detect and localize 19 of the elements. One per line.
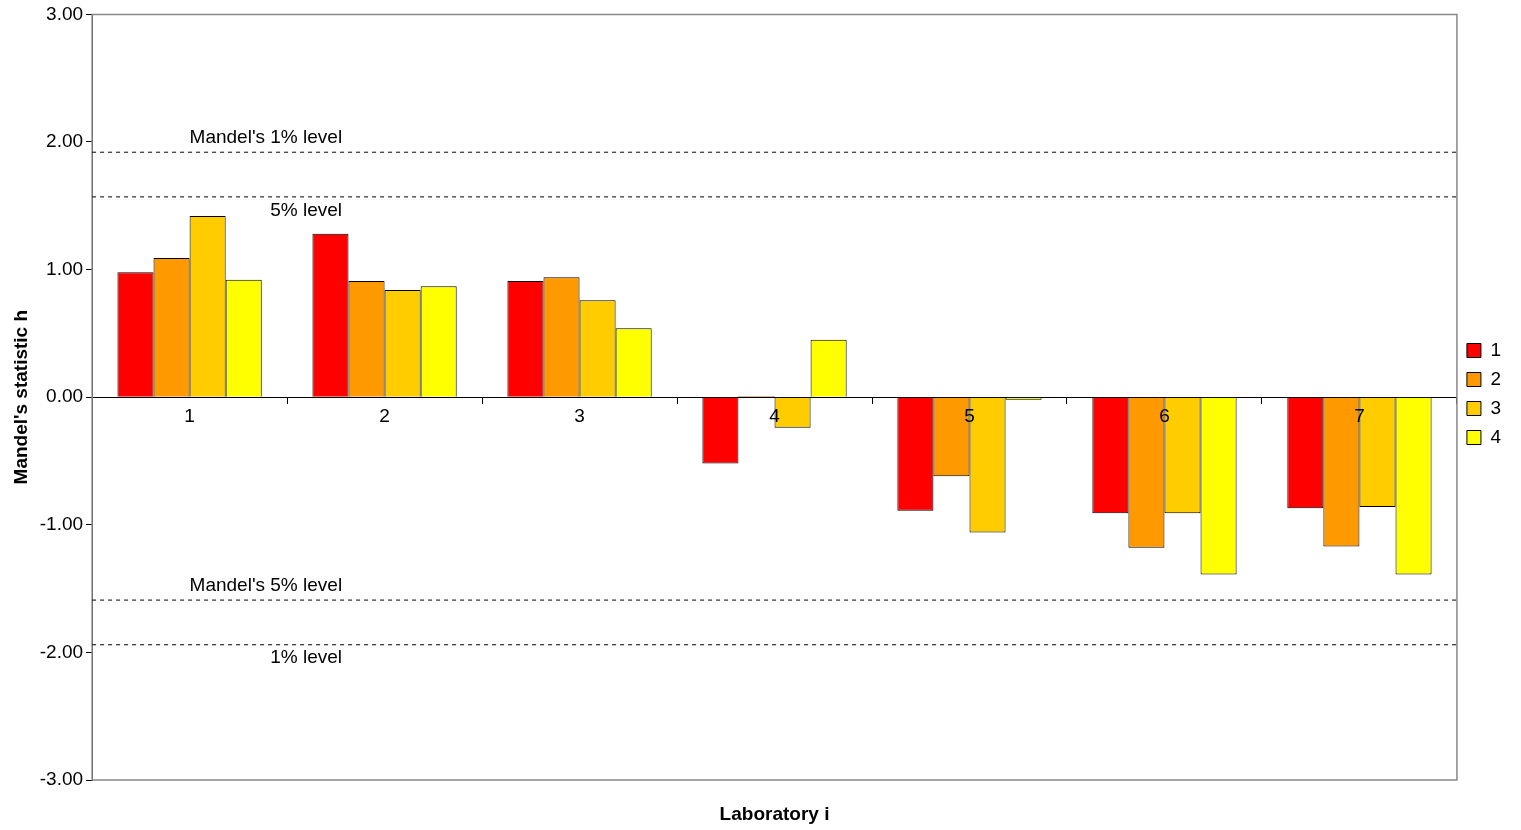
x-tick-label: 1 [184,404,195,426]
y-tick-label: -2.00 [39,640,84,662]
y-tick-label: -1.00 [39,513,84,535]
ref-line-label: Mandel's 5% level [189,573,343,595]
y-tick-label: 1.00 [46,257,84,279]
y-tick-label: 3.00 [46,2,84,24]
ref-line-label: 5% level [270,198,343,220]
y-tick-label: 0.00 [46,385,84,407]
y-tick-label: 2.00 [46,130,84,152]
x-axis-title: Laboratory i [719,802,830,824]
legend-label: 2 [1490,367,1502,389]
legend-label: 1 [1490,338,1502,360]
ref-line-label: 1% level [270,646,343,668]
x-tick-label: 3 [574,404,585,426]
y-axis-title: Mandel's statistic h [9,309,31,485]
y-tick-label: -3.00 [39,768,84,790]
legend-label: 4 [1490,425,1502,447]
x-tick-label: 2 [379,404,390,426]
ref-line-label: Mandel's 1% level [189,125,343,147]
